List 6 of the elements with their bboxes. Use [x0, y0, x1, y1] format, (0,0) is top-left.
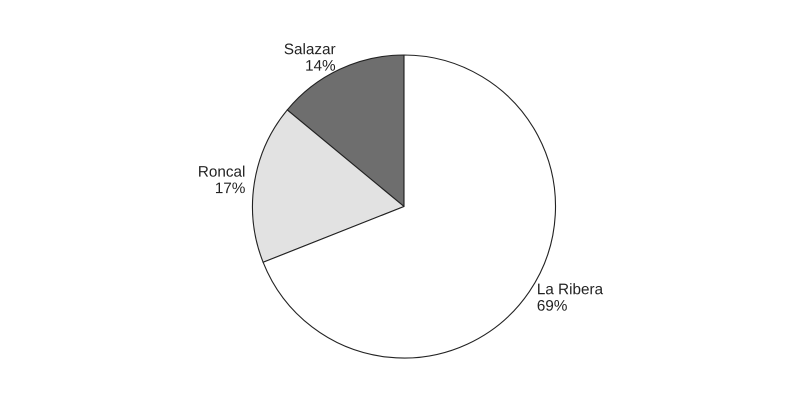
slice-label: Roncal	[199, 166, 244, 177]
slice-label: La Ribera	[538, 283, 604, 294]
data-label: 17%	[216, 182, 245, 194]
data-label: 14%	[306, 60, 336, 71]
slice-label: Salazar	[284, 43, 336, 54]
data-label: 69%	[538, 300, 567, 311]
